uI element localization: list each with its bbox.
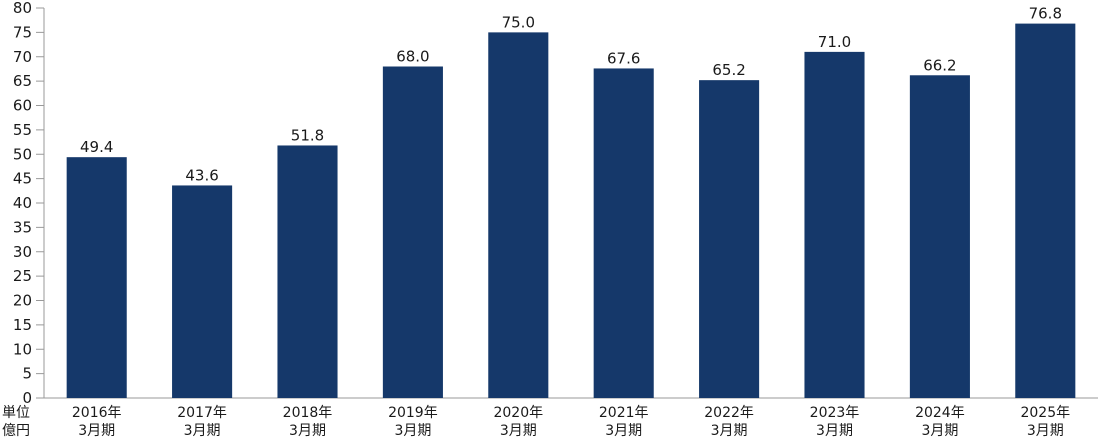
- y-tick-label: 50: [13, 145, 32, 163]
- y-tick-label: 0: [22, 389, 32, 407]
- y-tick-label: 55: [13, 121, 32, 139]
- category-labels: 2016年 3月期 2017年 3月期 2018年 3月期 2019年 3月期 2020年 3月期…: [72, 405, 1070, 439]
- y-tick-label: 35: [13, 218, 32, 236]
- y-tick-label: 40: [13, 194, 32, 212]
- bar-value-label: 75.0: [502, 13, 535, 31]
- bar: [277, 145, 338, 398]
- y-tick-label: 80: [13, 0, 32, 17]
- bar: [172, 185, 233, 398]
- y-axis-ticks: 0 5 10 15 20 25 30 35 40 45 50 55 60 65 70 75 80: [13, 0, 44, 407]
- y-tick-label: 70: [13, 48, 32, 66]
- value-labels: 49.4 43.6 51.8 68.0 75.0 67.6 65.2 71.0 66.2 76.8: [80, 5, 1062, 185]
- category-label-year: 2017年: [177, 405, 227, 421]
- category-label-year: 2018年: [283, 405, 333, 421]
- category-label-year: 2020年: [493, 405, 543, 421]
- category-label-year: 2024年: [915, 405, 965, 421]
- category-label-period: 3月期: [184, 423, 221, 439]
- y-tick-label: 10: [13, 340, 32, 358]
- y-tick-label: 60: [13, 97, 32, 115]
- category-label-period: 3月期: [605, 423, 642, 439]
- bar: [593, 68, 654, 398]
- category-label-year: 2023年: [810, 405, 860, 421]
- category-label-year: 2019年: [388, 405, 438, 421]
- category-label-period: 3月期: [500, 423, 537, 439]
- category-label-period: 3月期: [289, 423, 326, 439]
- y-tick-label: 65: [13, 72, 32, 90]
- bar: [488, 32, 549, 398]
- bars: [66, 23, 1076, 399]
- category-label-period: 3月期: [1027, 423, 1064, 439]
- bar-value-label: 51.8: [291, 126, 324, 144]
- y-tick-label: 5: [22, 365, 32, 383]
- category-label-period: 3月期: [816, 423, 853, 439]
- category-label-period: 3月期: [394, 423, 431, 439]
- bar-value-label: 66.2: [923, 56, 956, 74]
- category-label-year: 2022年: [704, 405, 754, 421]
- y-tick-label: 20: [13, 292, 32, 310]
- bar: [804, 51, 865, 398]
- y-tick-label: 30: [13, 243, 32, 261]
- category-label-year: 2025年: [1020, 405, 1070, 421]
- bar-value-label: 67.6: [607, 49, 640, 67]
- unit-label-line-1: 単位: [2, 405, 30, 421]
- bar-value-label: 76.8: [1029, 5, 1062, 23]
- category-label-period: 3月期: [711, 423, 748, 439]
- category-label-year: 2016年: [72, 405, 122, 421]
- bar: [699, 80, 760, 399]
- bar-value-label: 71.0: [818, 33, 851, 51]
- category-label-period: 3月期: [78, 423, 115, 439]
- unit-label-line-2: 億円: [2, 423, 30, 439]
- y-tick-label: 45: [13, 170, 32, 188]
- y-tick-label: 75: [13, 23, 32, 41]
- bar: [909, 75, 970, 399]
- bar: [382, 66, 443, 398]
- category-label-period: 3月期: [921, 423, 958, 439]
- bar-value-label: 43.6: [185, 166, 218, 184]
- bar-value-label: 65.2: [712, 61, 745, 79]
- bar: [66, 157, 127, 398]
- bar-value-label: 49.4: [80, 138, 113, 156]
- y-tick-label: 25: [13, 267, 32, 285]
- y-tick-label: 15: [13, 316, 32, 334]
- category-label-year: 2021年: [599, 405, 649, 421]
- bar: [1015, 23, 1076, 398]
- bar-value-label: 68.0: [396, 48, 429, 66]
